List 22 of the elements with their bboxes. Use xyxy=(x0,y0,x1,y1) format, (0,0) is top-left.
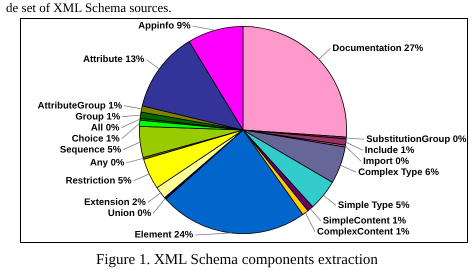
slice-label: Attribute 13% xyxy=(83,54,145,66)
slice-label: Union 0% xyxy=(108,208,152,220)
text: de set of XML Schema sources. xyxy=(6,0,173,15)
slice-label: Documentation 27% xyxy=(332,42,424,54)
slice-label: Include 1% xyxy=(364,144,415,156)
slice-label: Any 0% xyxy=(90,157,125,168)
slice-label: Simple Type 5% xyxy=(338,200,410,211)
slice-label: Extension 2% xyxy=(84,197,146,208)
slice-label: Restriction 5% xyxy=(66,175,132,186)
slice-label: Choice 1% xyxy=(72,133,120,144)
slice-label: Element 24% xyxy=(134,230,194,241)
slice-label: AttributeGroup 1% xyxy=(38,100,123,112)
slice-label: Import 0% xyxy=(363,156,410,167)
slice-label: ComplexContent 1% xyxy=(317,226,410,238)
slice-label: Group 1% xyxy=(75,111,121,122)
slice-label: Complex Type 6% xyxy=(358,166,440,178)
slice-label: SubstitutionGroup 0% xyxy=(366,134,468,145)
slice-label: SimpleContent 1% xyxy=(322,216,407,227)
caption: Figure 1. XML Schema components extraction xyxy=(95,252,379,269)
slice-label: Sequence 5% xyxy=(60,144,122,156)
slice-label: All 0% xyxy=(90,122,120,134)
slice-label: Appinfo 9% xyxy=(138,20,192,32)
